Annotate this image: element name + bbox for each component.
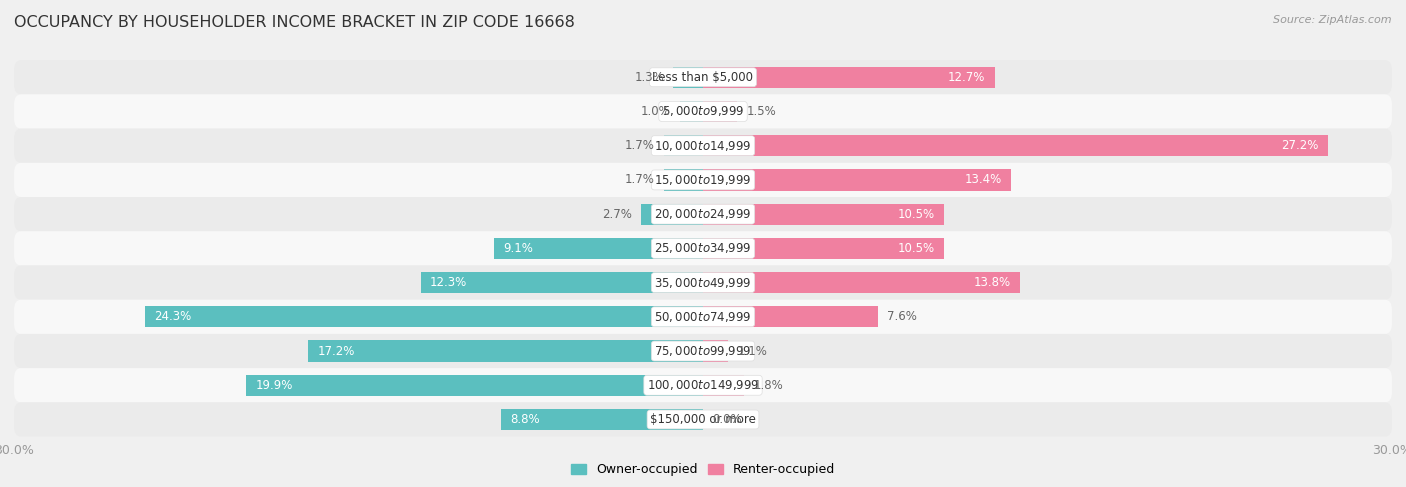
Text: Less than $5,000: Less than $5,000 [652,71,754,84]
Text: $50,000 to $74,999: $50,000 to $74,999 [654,310,752,324]
Text: 10.5%: 10.5% [898,242,935,255]
Text: $75,000 to $99,999: $75,000 to $99,999 [654,344,752,358]
Bar [664,169,703,190]
Text: 1.8%: 1.8% [754,379,783,392]
Bar [494,238,703,259]
FancyBboxPatch shape [14,368,1392,402]
Bar [703,101,738,122]
Text: $10,000 to $14,999: $10,000 to $14,999 [654,139,752,153]
Bar [703,204,945,225]
Bar [703,340,728,362]
Text: OCCUPANCY BY HOUSEHOLDER INCOME BRACKET IN ZIP CODE 16668: OCCUPANCY BY HOUSEHOLDER INCOME BRACKET … [14,15,575,30]
FancyBboxPatch shape [14,265,1392,300]
FancyBboxPatch shape [14,129,1392,163]
FancyBboxPatch shape [14,300,1392,334]
Text: $100,000 to $149,999: $100,000 to $149,999 [647,378,759,392]
Text: 12.7%: 12.7% [948,71,986,84]
FancyBboxPatch shape [14,60,1392,94]
Bar [703,272,1019,293]
Text: 10.5%: 10.5% [898,207,935,221]
Text: 24.3%: 24.3% [155,310,191,323]
Text: 13.8%: 13.8% [973,276,1011,289]
FancyBboxPatch shape [14,197,1392,231]
FancyBboxPatch shape [14,163,1392,197]
Bar [703,375,744,396]
Bar [703,238,945,259]
Bar [703,67,994,88]
FancyBboxPatch shape [14,402,1392,436]
Bar [703,169,1011,190]
Text: 1.3%: 1.3% [634,71,664,84]
Text: 2.7%: 2.7% [602,207,631,221]
Text: $25,000 to $34,999: $25,000 to $34,999 [654,242,752,255]
Text: 0.0%: 0.0% [713,413,742,426]
Bar [664,135,703,156]
Text: 27.2%: 27.2% [1281,139,1319,152]
Text: 19.9%: 19.9% [256,379,292,392]
Bar [641,204,703,225]
Text: $5,000 to $9,999: $5,000 to $9,999 [662,105,744,118]
Text: 1.5%: 1.5% [747,105,776,118]
Text: 1.1%: 1.1% [738,344,768,357]
Bar [308,340,703,362]
Text: 9.1%: 9.1% [503,242,533,255]
Text: 1.0%: 1.0% [641,105,671,118]
Bar [673,67,703,88]
FancyBboxPatch shape [14,334,1392,368]
Text: 7.6%: 7.6% [887,310,917,323]
Legend: Owner-occupied, Renter-occupied: Owner-occupied, Renter-occupied [567,458,839,482]
Bar [703,306,877,327]
Text: $150,000 or more: $150,000 or more [650,413,756,426]
Bar [501,409,703,430]
Text: 12.3%: 12.3% [430,276,467,289]
Bar [681,101,703,122]
Bar [145,306,703,327]
Text: 1.7%: 1.7% [624,139,655,152]
Text: Source: ZipAtlas.com: Source: ZipAtlas.com [1274,15,1392,25]
Text: 1.7%: 1.7% [624,173,655,187]
Bar [246,375,703,396]
Text: $35,000 to $49,999: $35,000 to $49,999 [654,276,752,290]
FancyBboxPatch shape [14,94,1392,129]
Text: 17.2%: 17.2% [318,344,354,357]
Text: $15,000 to $19,999: $15,000 to $19,999 [654,173,752,187]
Text: 8.8%: 8.8% [510,413,540,426]
Text: 13.4%: 13.4% [965,173,1001,187]
FancyBboxPatch shape [14,231,1392,265]
Bar [703,135,1327,156]
Text: $20,000 to $24,999: $20,000 to $24,999 [654,207,752,221]
Bar [420,272,703,293]
